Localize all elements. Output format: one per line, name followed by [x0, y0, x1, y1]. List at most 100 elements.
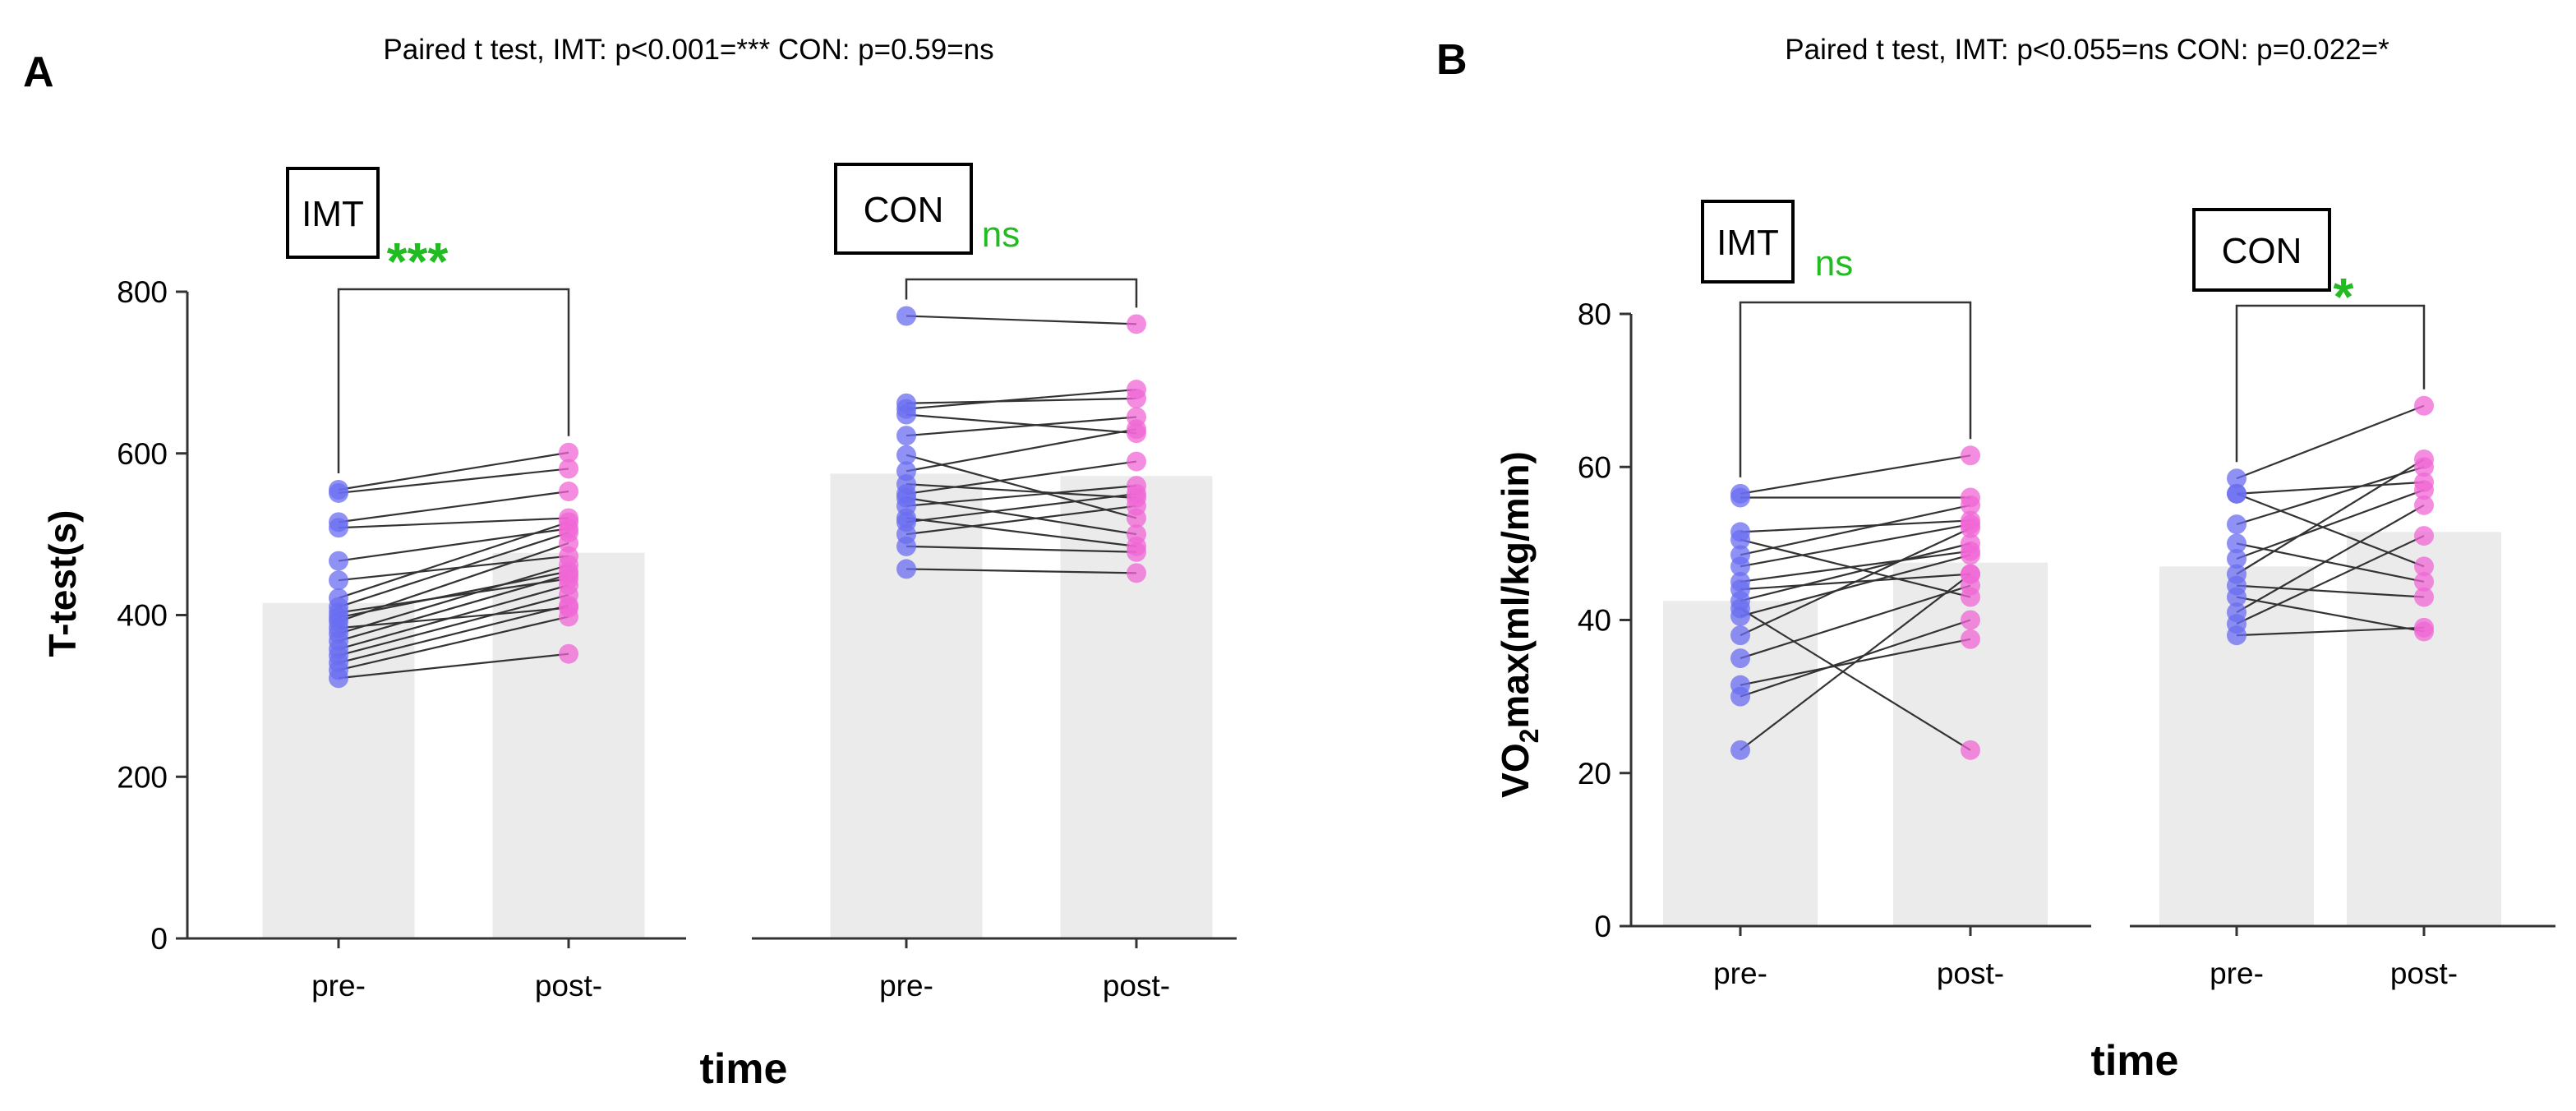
point-pre [329, 551, 348, 571]
y-tick-label: 0 [150, 922, 168, 956]
pair-line [338, 593, 569, 657]
point-post [1961, 487, 1980, 508]
pair-line [906, 545, 1137, 553]
pair-line [1740, 607, 1971, 751]
pair-line [1740, 573, 1971, 591]
panel-b-title: Paired t test, IMT: p<0.055=ns CON: p=0.… [1785, 34, 2389, 66]
pair-line [338, 564, 569, 635]
point-pre [1730, 545, 1750, 565]
point-post [1961, 587, 1980, 607]
pair-line [338, 615, 569, 671]
point-post [2414, 472, 2434, 492]
pair-line [2236, 458, 2425, 575]
x-tick-label: post- [535, 969, 602, 1003]
y-axis-label-b: VO2max(ml/kg/min) [1494, 451, 1544, 798]
point-pre [1730, 740, 1750, 760]
group-label-box [286, 167, 380, 259]
pair-line [338, 468, 569, 495]
group-label-imt: IMT [1717, 223, 1779, 263]
pair-line [338, 578, 569, 614]
significance-label: ns [982, 214, 1020, 255]
y-tick-label: 20 [1578, 757, 1611, 791]
point-pre [329, 480, 348, 500]
pair-line [906, 505, 1137, 536]
pair-line [2236, 596, 2425, 633]
pair-line [906, 460, 1137, 496]
group-label-con: CON [2222, 231, 2302, 271]
pair-line [338, 604, 569, 664]
pair-line [906, 517, 1137, 547]
point-post [559, 508, 578, 528]
panel-letter-a: A [23, 48, 54, 96]
point-post [1127, 388, 1146, 408]
point-post [2414, 495, 2434, 515]
panel-a: A Paired t test, IMT: p<0.001=*** CON: p… [23, 34, 1237, 1093]
y-tick-label: 200 [117, 760, 168, 794]
pair-line [906, 485, 1137, 507]
pair-line [1740, 584, 1971, 660]
group-label-box [1701, 200, 1795, 284]
point-post [559, 597, 578, 618]
significance-bracket [2235, 304, 2426, 463]
y-tick-label: 800 [117, 275, 168, 309]
y-tick-label: 80 [1578, 297, 1611, 331]
point-post [1961, 740, 1980, 760]
y-axis-label-a: T-test(s) [41, 510, 84, 657]
x-axis-label-b: time [2091, 1037, 2179, 1085]
point-pre [896, 445, 916, 465]
panel-a-title: Paired t test, IMT: p<0.001=*** CON: p=0… [383, 34, 993, 66]
pair-line [338, 606, 569, 629]
point-post [1127, 508, 1146, 528]
panel-a-marks: 0 200 400 600 800 pre-post- IMT *** pre-post- CON… [117, 163, 1237, 1003]
x-tick-label: pre- [1713, 957, 1767, 990]
point-post [2414, 587, 2434, 607]
y-tick-label: 400 [117, 599, 168, 633]
x-tick-label: post- [1103, 969, 1170, 1003]
point-post [1961, 564, 1980, 584]
point-post [1961, 445, 1980, 466]
point-pre [1730, 675, 1750, 695]
point-pre [896, 426, 916, 446]
pair-line [338, 490, 569, 523]
pair-line [1740, 550, 1971, 583]
x-tick-label: pre- [311, 969, 366, 1003]
pair-line [1740, 523, 1971, 568]
significance-label: *** [387, 232, 449, 291]
pair-line [2236, 492, 2425, 568]
pair-line [1740, 554, 1971, 617]
pair-line [906, 413, 1137, 435]
point-post [559, 481, 578, 501]
pair-line [906, 496, 1137, 536]
pair-line [906, 397, 1137, 404]
point-pre [2227, 483, 2247, 504]
pair-line [1740, 504, 1971, 556]
point-pre [1730, 522, 1750, 542]
point-pre [896, 393, 916, 413]
point-pre [329, 588, 348, 608]
point-post [2414, 571, 2434, 592]
point-pre [1730, 571, 1750, 592]
x-tick-label: post- [1937, 957, 2004, 990]
pair-line [1740, 542, 1971, 602]
pair-line [906, 416, 1137, 437]
point-post [1961, 629, 1980, 649]
point-pre [896, 461, 916, 482]
pair-line [2236, 535, 2425, 625]
pair-line [906, 454, 1137, 519]
pair-line [2236, 626, 2425, 637]
panel-b: B Paired t test, IMT: p<0.055=ns CON: p=… [1436, 34, 2555, 1085]
point-post [1127, 487, 1146, 508]
pair-line [338, 528, 569, 562]
point-post [2414, 621, 2434, 642]
pair-line [338, 570, 569, 619]
point-pre [2227, 549, 2247, 569]
pair-line [2236, 481, 2425, 495]
point-post [559, 643, 578, 664]
significance-bracket [905, 278, 1138, 308]
point-post [559, 442, 578, 463]
pair-line [338, 517, 569, 529]
pair-line [338, 555, 569, 582]
pair-line [338, 532, 569, 608]
pair-line [338, 574, 569, 643]
